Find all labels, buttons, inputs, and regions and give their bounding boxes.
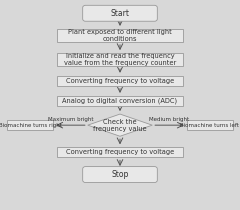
- Text: Converting frequency to voltage: Converting frequency to voltage: [66, 78, 174, 84]
- FancyBboxPatch shape: [187, 120, 233, 130]
- Text: Plant exposed to different light
conditions: Plant exposed to different light conditi…: [68, 29, 172, 42]
- Text: Stop: Stop: [111, 170, 129, 179]
- FancyBboxPatch shape: [83, 5, 157, 21]
- FancyBboxPatch shape: [57, 96, 183, 106]
- Text: Start: Start: [110, 9, 130, 18]
- Polygon shape: [88, 114, 152, 136]
- Text: Maximum bright: Maximum bright: [48, 117, 93, 122]
- FancyBboxPatch shape: [57, 76, 183, 86]
- Text: Medium bright: Medium bright: [150, 117, 190, 122]
- FancyBboxPatch shape: [57, 29, 183, 42]
- Text: Biomachine turns left: Biomachine turns left: [180, 123, 239, 128]
- Text: Initialize and read the frequency
value from the frequency counter: Initialize and read the frequency value …: [64, 53, 176, 66]
- FancyBboxPatch shape: [57, 147, 183, 158]
- Text: Analog to digital conversion (ADC): Analog to digital conversion (ADC): [62, 98, 178, 104]
- Text: Converting frequency to voltage: Converting frequency to voltage: [66, 149, 174, 155]
- FancyBboxPatch shape: [7, 120, 53, 130]
- FancyBboxPatch shape: [57, 53, 183, 66]
- FancyBboxPatch shape: [83, 167, 157, 182]
- Text: Check the
frequency value: Check the frequency value: [93, 119, 147, 132]
- Text: Biomachine turns right: Biomachine turns right: [0, 123, 62, 128]
